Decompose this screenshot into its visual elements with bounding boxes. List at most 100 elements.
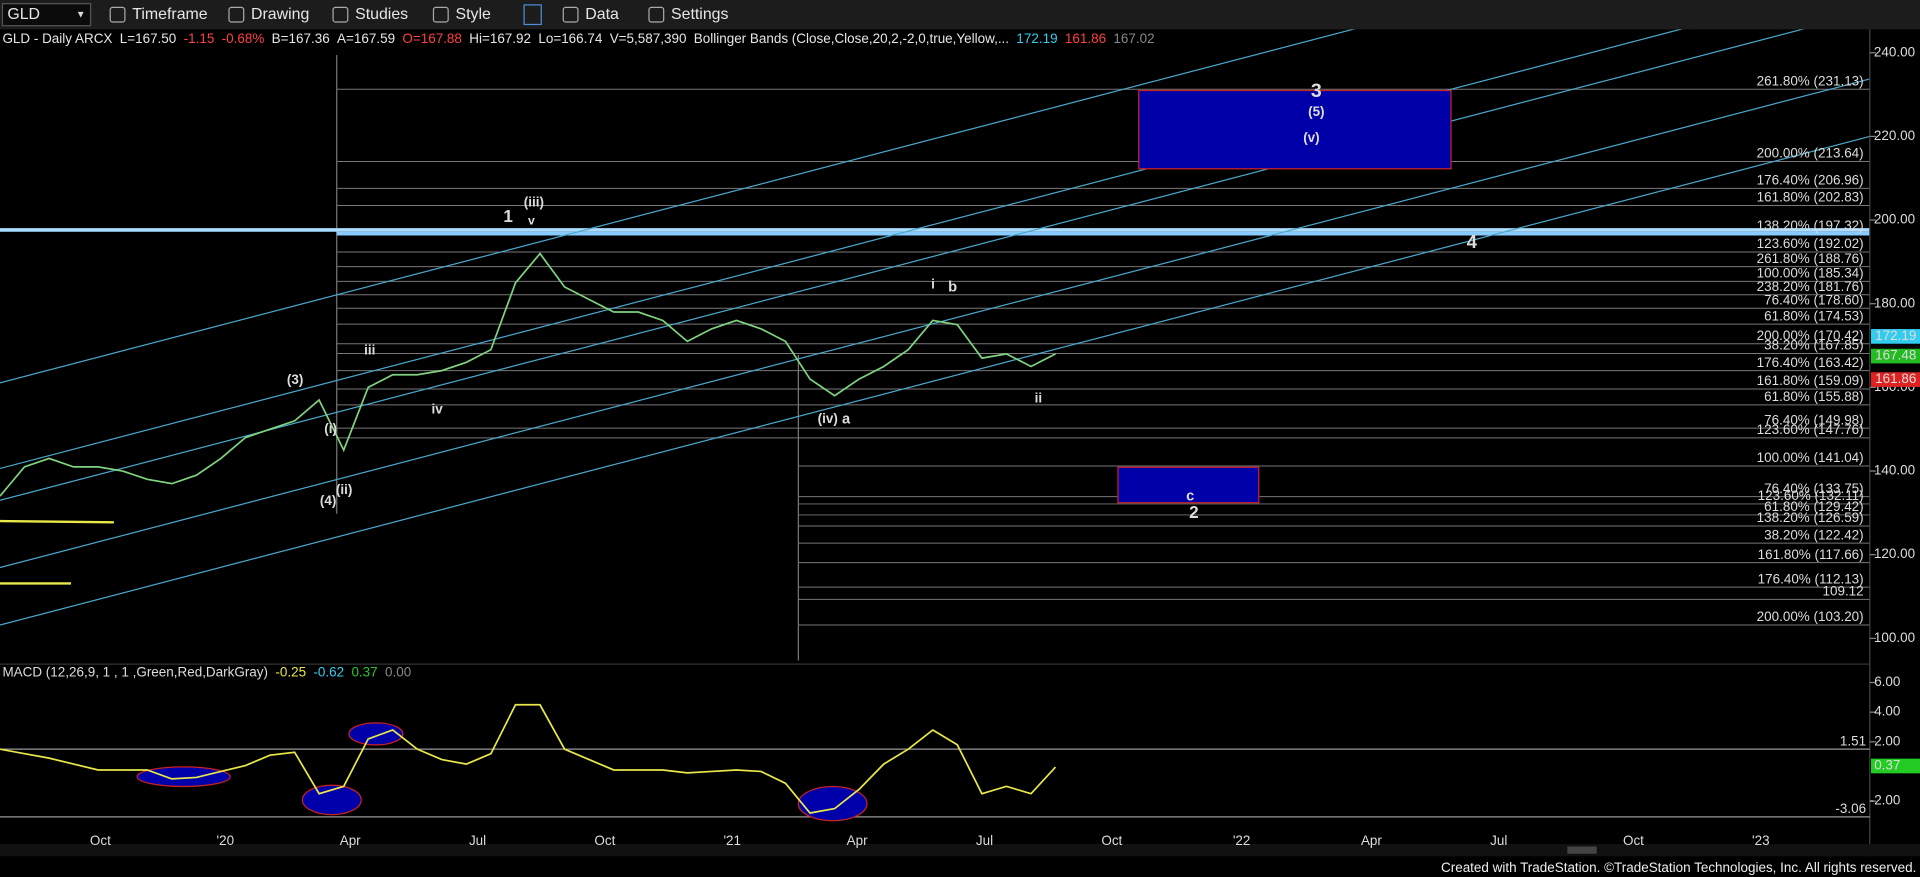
channel-line	[0, 78, 1870, 569]
header-item: Hi=167.92	[469, 31, 531, 46]
y-tick-label: 2.00	[1874, 733, 1900, 748]
fib-label: 123.60% (192.02)	[1757, 236, 1864, 251]
wave-label: (iv)	[818, 411, 838, 426]
fib-label: 109.12	[1822, 584, 1863, 599]
toolbar-button[interactable]: Timeframe	[132, 6, 208, 23]
toolbar-icon[interactable]	[332, 6, 349, 23]
price-badge	[1871, 372, 1920, 387]
fib-label: 138.20% (197.32)	[1757, 218, 1864, 233]
scroll-thumb[interactable]	[1567, 846, 1597, 854]
toolbar-icon[interactable]	[432, 6, 449, 23]
fib-label: 161.80% (117.66)	[1758, 547, 1864, 562]
layout-icon[interactable]	[523, 4, 542, 26]
series-line	[0, 252, 1056, 497]
price-badge	[1871, 348, 1920, 364]
y-tick-label: 140.00	[1874, 463, 1915, 478]
target-box	[1138, 89, 1452, 170]
fib-label: 100.00% (141.04)	[1757, 450, 1864, 465]
fib-label: 123.60% (132.11)	[1758, 488, 1864, 503]
header-item: GLD - Daily ARCX	[2, 31, 112, 46]
header-item: L=167.50	[120, 31, 177, 46]
toolbar-icon[interactable]	[562, 6, 579, 23]
toolbar-icon[interactable]	[648, 6, 665, 23]
wave-label: iii	[364, 343, 375, 358]
dropdown-arrow: ▼	[76, 9, 86, 20]
fib-label: 38.20% (122.42)	[1764, 527, 1864, 542]
fib-label: 61.80% (129.42)	[1764, 499, 1864, 514]
x-tick-label: Oct	[90, 833, 111, 848]
fib-label: 161.80% (159.09)	[1757, 373, 1864, 388]
fib-label: 200.00% (103.20)	[1757, 609, 1864, 624]
scrollbar[interactable]	[0, 843, 1920, 857]
header-item: A=167.59	[337, 31, 395, 46]
fib-label: 261.80% (188.76)	[1757, 251, 1864, 266]
wave-label: b	[948, 279, 957, 295]
header-item: -0.68%	[222, 31, 265, 46]
fib-label: 161.80% (202.83)	[1757, 190, 1864, 205]
macd-legend: -0.25	[275, 664, 306, 679]
chart-header: GLD - Daily ARCX L=167.50 -1.15 -0.68% B=167…	[2, 31, 1154, 46]
wave-label: 4	[1467, 231, 1478, 252]
header-item: 167.02	[1113, 31, 1154, 46]
symbol-box[interactable]	[1, 3, 92, 27]
y-tick-label: 6.00	[1874, 674, 1900, 689]
y-tick-label: 200.00	[1874, 212, 1915, 227]
x-tick-label: Oct	[1623, 833, 1644, 848]
y-tick-label: 240.00	[1874, 44, 1915, 59]
y-tick-label: 220.00	[1874, 128, 1915, 143]
macd-level-label: 1.51	[1840, 733, 1866, 748]
toolbar-button[interactable]: Drawing	[251, 6, 309, 23]
macd-legend: 0.37	[351, 664, 377, 679]
wave-label: 2	[1189, 502, 1199, 522]
x-tick-label: Jul	[1490, 833, 1507, 848]
toolbar-icon[interactable]	[109, 6, 126, 23]
toolbar-button[interactable]: Data	[585, 6, 619, 23]
wave-label: (3)	[287, 372, 303, 387]
x-tick-label: Oct	[1101, 833, 1122, 848]
fib-label: 138.20% (126.59)	[1757, 510, 1864, 525]
channel-line	[0, 0, 1468, 384]
y-tick-label: 4.00	[1874, 704, 1900, 719]
wave-label: v	[528, 214, 535, 228]
header-item: Lo=166.74	[538, 31, 603, 46]
toolbar-icon[interactable]	[228, 6, 245, 23]
fib-label: 261.80% (231.13)	[1757, 74, 1864, 89]
price-badge	[1871, 329, 1920, 344]
wave-label: (ii)	[336, 482, 352, 497]
y-tick-label: 100.00	[1874, 630, 1915, 645]
fib-label: 61.80% (174.53)	[1764, 308, 1864, 323]
header-item: B=167.36	[272, 31, 330, 46]
toolbar-button[interactable]: Studies	[355, 6, 408, 23]
fib-label: 176.40% (112.13)	[1758, 571, 1864, 586]
x-tick-label: Apr	[847, 833, 868, 848]
fib-label: 76.40% (178.60)	[1764, 292, 1864, 307]
macd-badge	[1871, 758, 1920, 774]
toolbar-button[interactable]: Style	[456, 6, 492, 23]
wave-label: i	[931, 277, 935, 292]
wave-label: (5)	[1308, 104, 1324, 119]
x-tick-label: '22	[1233, 833, 1251, 848]
x-tick-label: Oct	[594, 833, 615, 848]
header-item: O=167.88	[402, 31, 462, 46]
series-line	[0, 703, 1057, 814]
toolbar-button[interactable]: Settings	[671, 6, 729, 23]
wave-label: a	[842, 411, 851, 427]
target-box	[1117, 466, 1260, 504]
fib-label: 200.00% (213.64)	[1757, 146, 1864, 161]
symbol-input[interactable]: GLD	[7, 6, 40, 23]
x-tick-label: '21	[723, 833, 741, 848]
wave-label: ii	[1035, 390, 1042, 405]
fib-label: 176.40% (163.42)	[1757, 355, 1864, 370]
wave-label: (4)	[320, 493, 336, 508]
fib-label: 123.60% (147.76)	[1757, 422, 1864, 437]
macd-badge-label: 0.37	[1874, 758, 1900, 773]
fib-label: 176.40% (206.96)	[1757, 173, 1864, 188]
wave-label: c	[1186, 488, 1194, 504]
fib-label: 61.80% (155.88)	[1764, 389, 1864, 404]
price-badge-label: 161.86	[1875, 371, 1916, 386]
fib-label: 76.40% (149.98)	[1764, 412, 1864, 427]
highlight	[136, 766, 231, 788]
